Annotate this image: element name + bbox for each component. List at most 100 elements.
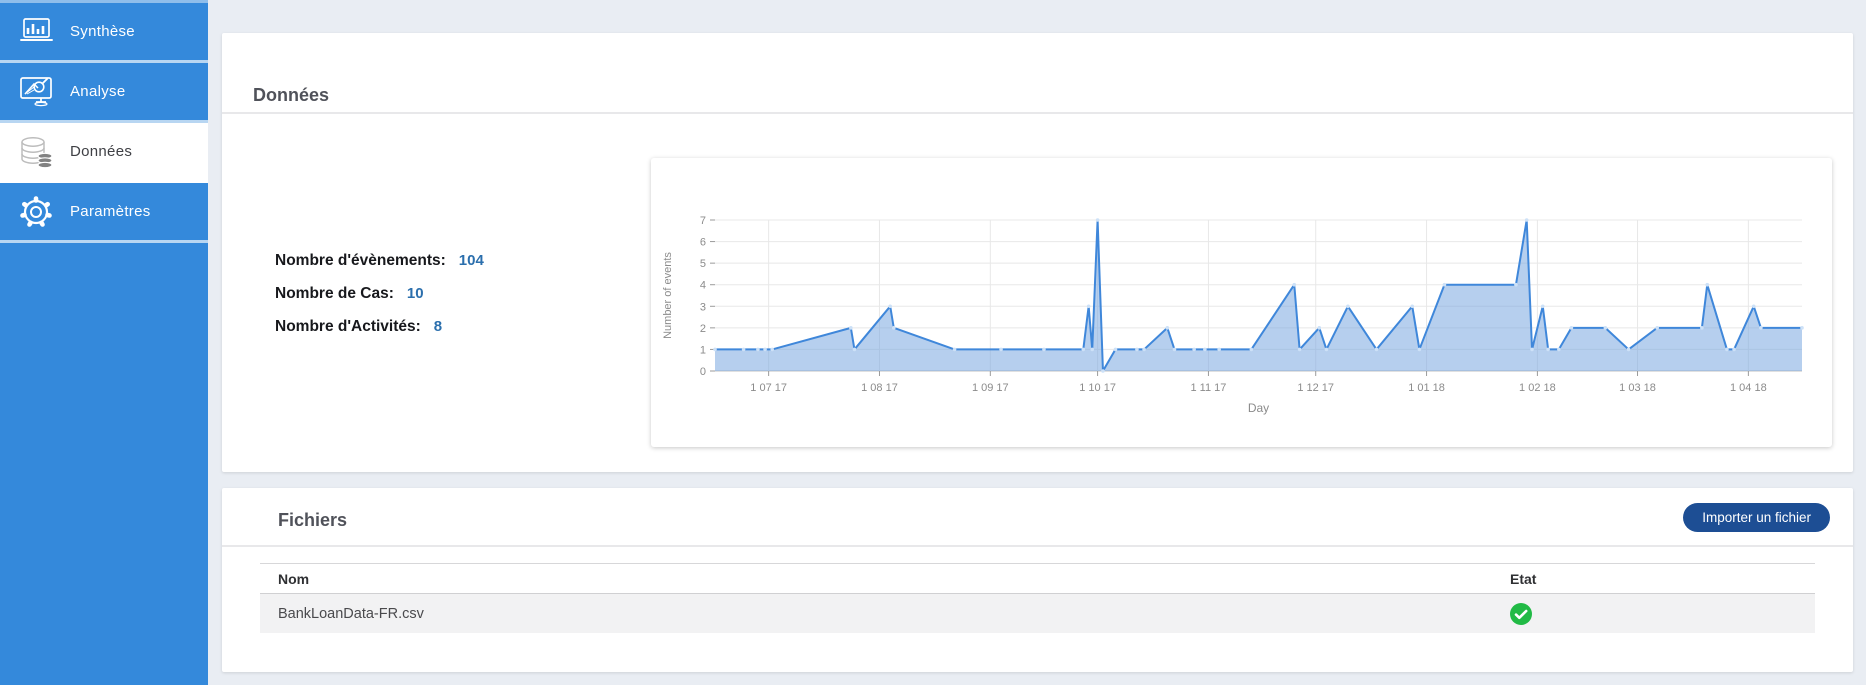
data-point (1732, 347, 1736, 352)
data-point (1095, 218, 1100, 222)
sidebar-item-analyse[interactable]: Analyse (0, 63, 208, 123)
data-point (713, 347, 717, 352)
data-point (1090, 347, 1095, 352)
stat-value: 8 (433, 318, 443, 335)
data-point (891, 326, 896, 330)
data-point (1101, 369, 1105, 373)
data-point (1217, 347, 1221, 352)
x-tick-label: 1 09 17 (972, 382, 1009, 394)
data-point (1759, 326, 1763, 330)
donnees-card: Données Nombre d'évènements: 104 Nombre … (222, 33, 1853, 472)
x-tick-label: 1 08 17 (861, 382, 898, 394)
y-tick-label: 0 (700, 366, 706, 378)
data-point (1626, 347, 1631, 352)
data-point (1514, 282, 1518, 287)
data-point (741, 347, 746, 352)
stat-label: Nombre d'Activités: (275, 318, 421, 335)
y-tick-label: 4 (700, 280, 706, 292)
files-table: Nom Etat BankLoanData-FR.csv (260, 563, 1815, 633)
data-point (770, 347, 775, 352)
stat-row-activities: Nombre d'Activités: 8 (275, 318, 484, 337)
database-icon (21, 136, 53, 168)
file-status-cell (1510, 602, 1810, 625)
stat-row-events: Nombre d'évènements: 104 (275, 252, 484, 271)
stat-row-cases: Nombre de Cas: 10 (275, 285, 484, 304)
card-header-divider (222, 112, 1853, 114)
data-point (1297, 347, 1302, 352)
data-point (1725, 347, 1729, 352)
files-table-header: Nom Etat (260, 563, 1815, 594)
data-point (1603, 326, 1608, 330)
data-point (1113, 347, 1118, 352)
data-point (1569, 326, 1574, 330)
x-tick-label: 1 12 17 (1297, 382, 1334, 394)
x-tick-label: 1 03 18 (1619, 382, 1656, 394)
data-point (1324, 347, 1329, 352)
gear-icon (20, 195, 52, 227)
x-tick-label: 1 07 17 (750, 382, 787, 394)
data-point (1203, 347, 1207, 352)
y-tick-label: 3 (700, 301, 706, 313)
stat-value: 104 (458, 252, 484, 269)
x-tick-label: 1 02 18 (1519, 382, 1556, 394)
x-tick-label: 1 01 18 (1408, 382, 1445, 394)
sidebar-item-label: Paramètres (70, 203, 151, 220)
y-tick-label: 6 (700, 237, 706, 249)
data-point (1751, 304, 1756, 309)
data-point (1540, 304, 1545, 309)
data-point (852, 347, 857, 352)
column-header-nom: Nom (278, 570, 310, 587)
y-tick-label: 7 (700, 215, 706, 227)
stats-block: Nombre d'évènements: 104 Nombre de Cas: … (275, 252, 484, 351)
donnees-card-title: Données (253, 85, 330, 105)
import-file-button[interactable]: Importer un fichier (1683, 503, 1830, 532)
data-point (1165, 326, 1170, 330)
data-point (763, 347, 767, 352)
sidebar-item-label: Données (70, 143, 133, 160)
sidebar: Synthèse Analyse Données (0, 0, 208, 685)
events-per-day-area-chart: 0 1 2 3 4 5 6 7 1 07 17 1 08 17 1 09 17 1 10 17 1 11… (662, 215, 1804, 415)
data-point (999, 347, 1003, 352)
data-point (1086, 304, 1091, 309)
file-name-cell: BankLoanData-FR.csv (278, 605, 424, 622)
data-point (1249, 347, 1254, 352)
main-content: Données Nombre d'évènements: 104 Nombre … (222, 0, 1853, 685)
data-point (849, 326, 853, 330)
data-point (1142, 347, 1146, 352)
data-point (1410, 304, 1415, 309)
fichiers-card-title: Fichiers (278, 510, 348, 530)
sidebar-item-donnees[interactable]: Données (0, 123, 208, 183)
sidebar-item-parametres[interactable]: Paramètres (0, 183, 208, 243)
y-axis-title: Number of events (662, 252, 674, 339)
series-line (715, 219, 1802, 372)
stat-value: 10 (406, 285, 424, 302)
y-tick-label: 1 (700, 344, 706, 356)
data-point (1700, 326, 1704, 330)
data-point (1292, 282, 1297, 287)
y-tick-label: 2 (700, 323, 706, 335)
bar-chart-monitor-icon (20, 17, 53, 41)
sidebar-item-label: Analyse (70, 83, 126, 100)
data-point (1172, 347, 1177, 352)
data-point (1705, 282, 1710, 287)
fichiers-card: Fichiers Importer un fichier Nom Etat Ba… (222, 488, 1853, 672)
status-ok-check-icon (1510, 602, 1532, 625)
data-point (1192, 347, 1196, 352)
x-axis-title: Day (1248, 401, 1269, 415)
analyze-monitor-icon (20, 76, 52, 106)
card-header-divider (222, 545, 1853, 547)
sidebar-item-synthese[interactable]: Synthèse (0, 3, 208, 63)
series-area (715, 220, 1802, 371)
column-header-etat: Etat (1510, 570, 1537, 587)
x-tick-label: 1 11 17 (1190, 382, 1226, 394)
data-point (952, 347, 957, 352)
data-point (1546, 347, 1550, 352)
data-point (1530, 347, 1534, 352)
x-tick-label: 1 10 17 (1079, 382, 1116, 394)
data-point (1081, 347, 1086, 352)
stat-label: Nombre de Cas: (275, 285, 394, 302)
data-point (1800, 326, 1804, 330)
data-point (1042, 347, 1046, 352)
stat-label: Nombre d'évènements: (275, 252, 446, 269)
events-per-day-chart-panel: 0 1 2 3 4 5 6 7 1 07 17 1 08 17 1 09 17 1 10 17 1 11… (651, 158, 1832, 447)
